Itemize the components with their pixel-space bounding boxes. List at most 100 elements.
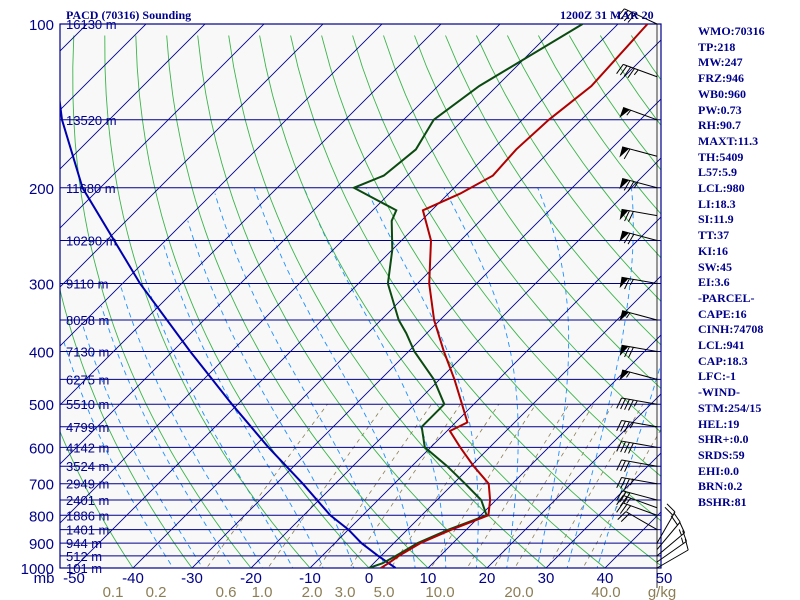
pressure-label: 700 bbox=[29, 477, 54, 494]
barb-feather bbox=[627, 68, 635, 79]
wind-barb bbox=[619, 344, 658, 358]
barb-half-feather bbox=[626, 312, 631, 319]
profiles bbox=[60, 24, 649, 568]
barb-shaft bbox=[656, 549, 689, 569]
moist-adiabat bbox=[141, 267, 294, 568]
wind-barb bbox=[619, 146, 658, 160]
stat-line: MAXT:11.3 bbox=[698, 133, 759, 148]
barb-feather bbox=[623, 66, 632, 77]
height-label: 6275 m bbox=[66, 372, 109, 387]
barb-shaft bbox=[656, 540, 687, 563]
isobars bbox=[59, 23, 662, 569]
isotherm bbox=[0, 12, 40, 580]
isotherm bbox=[60, 24, 206, 170]
barb-shaft bbox=[621, 459, 658, 467]
barb-feather bbox=[623, 492, 631, 503]
dry-adiabat bbox=[506, 35, 661, 259]
wind-barb bbox=[619, 276, 658, 290]
moist-adiabat bbox=[253, 187, 416, 568]
barb-half-feather bbox=[633, 182, 639, 189]
wind-barb bbox=[656, 530, 687, 563]
stat-line: HEL:19 bbox=[698, 416, 740, 431]
mixing-ratio-line bbox=[317, 403, 432, 568]
wind-barb bbox=[616, 494, 658, 509]
isotherm bbox=[132, 39, 661, 568]
height-label: 1401 m bbox=[66, 523, 109, 538]
barb-feather bbox=[619, 504, 628, 514]
plot-background bbox=[60, 24, 661, 568]
pressure-label: 500 bbox=[29, 397, 54, 414]
barb-feather bbox=[619, 491, 627, 502]
barb-shaft bbox=[621, 397, 658, 405]
mixing-ratio-line bbox=[430, 403, 537, 568]
isotherm bbox=[60, 24, 265, 229]
barb-half-feather bbox=[629, 279, 634, 286]
barb-feather bbox=[616, 420, 622, 432]
dry-adiabats bbox=[60, 35, 661, 568]
mixing-ratio-tick-label: 0.2 bbox=[146, 584, 167, 600]
barb-shaft bbox=[625, 511, 658, 531]
isotherm bbox=[427, 334, 661, 568]
barb-half-feather bbox=[626, 109, 632, 116]
stat-line: WMO:70316 bbox=[698, 24, 765, 38]
barb-pennant bbox=[619, 178, 629, 190]
wind-barb bbox=[619, 177, 658, 192]
moist-adiabat bbox=[303, 187, 447, 568]
barb-feather bbox=[682, 530, 687, 542]
barb-feather bbox=[624, 399, 630, 410]
barb-feather bbox=[616, 440, 622, 452]
dry-adiabat bbox=[135, 35, 370, 568]
barb-feather bbox=[623, 11, 633, 22]
barb-pennant bbox=[619, 310, 629, 322]
isotherm bbox=[250, 157, 661, 568]
barb-feather bbox=[624, 461, 630, 472]
mixing-ratio-tick-label: 0.6 bbox=[216, 584, 237, 600]
barb-feather bbox=[664, 506, 674, 516]
stat-line: RH:90.7 bbox=[698, 118, 741, 133]
barb-pennant bbox=[619, 146, 629, 158]
barb-feather bbox=[624, 278, 630, 290]
mixing-ratio-tick-label: 20.0 bbox=[504, 584, 533, 600]
temperature-tick-label: 0 bbox=[365, 570, 373, 587]
stat-line: MW:247 bbox=[698, 55, 743, 70]
barb-half-feather bbox=[626, 497, 632, 504]
stat-line: L57:5.9 bbox=[698, 165, 737, 180]
stat-line: STM:254/15 bbox=[698, 400, 762, 415]
temperature-tick-label: 40 bbox=[597, 570, 614, 587]
barb-feather bbox=[628, 442, 634, 454]
barb-feather bbox=[620, 460, 626, 472]
mixing-ratio-tick-label: 40.0 bbox=[591, 584, 620, 600]
barb-feather bbox=[627, 13, 636, 23]
barb-feather bbox=[620, 441, 626, 453]
mixing-ratio-unit-label: g/kg bbox=[648, 584, 676, 600]
height-label: 13520 m bbox=[66, 113, 117, 128]
temperature-tick-label: -50 bbox=[63, 570, 85, 587]
temperature-tick-label: 50 bbox=[656, 570, 673, 587]
barb-feather bbox=[619, 65, 628, 76]
dry-adiabat bbox=[60, 287, 193, 568]
wind-barb bbox=[616, 397, 658, 411]
stat-line: KI:16 bbox=[698, 243, 728, 258]
station-title: PACD (70316) Sounding bbox=[66, 8, 192, 22]
temperature-tick-label: -20 bbox=[240, 570, 262, 587]
barb-feather bbox=[628, 347, 634, 358]
stat-line: LI:18.3 bbox=[698, 196, 736, 211]
height-label: 10290 m bbox=[66, 233, 117, 248]
wind-barb bbox=[616, 440, 658, 454]
barb-feather bbox=[620, 398, 626, 410]
barb-half-feather bbox=[678, 529, 682, 536]
mixing-ratio-tick-label: 5.0 bbox=[374, 584, 395, 600]
height-label: 11680 m bbox=[66, 181, 116, 196]
barb-half-feather bbox=[680, 537, 684, 544]
wind-barb bbox=[619, 230, 658, 245]
height-label: 9110 m bbox=[66, 277, 108, 292]
dry-adiabat bbox=[72, 35, 252, 568]
stat-line: TH:5409 bbox=[698, 149, 744, 164]
wind-barb bbox=[656, 522, 686, 557]
wind-barb bbox=[616, 476, 658, 490]
barb-feather bbox=[624, 478, 630, 490]
temperature-tick-label: 30 bbox=[538, 570, 555, 587]
barb-shaft bbox=[621, 476, 658, 485]
isotherm bbox=[60, 24, 442, 406]
barb-shaft bbox=[621, 208, 658, 217]
